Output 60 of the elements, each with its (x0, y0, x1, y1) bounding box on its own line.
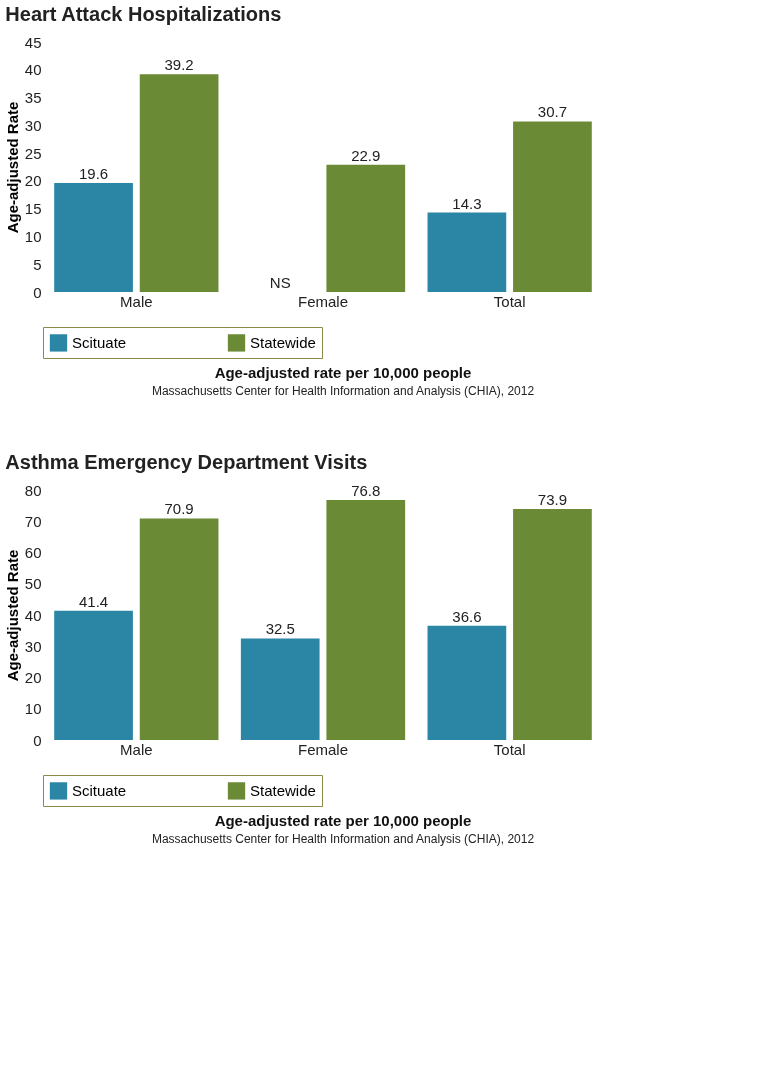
text: Age-adjusted rate per 10,000 people (214, 812, 472, 829)
x-tick-label: Male (120, 740, 153, 758)
chart-title: Heart Attack Hospitalizations (5, 3, 282, 25)
y-tick-label: 20 (24, 172, 42, 190)
x-tick-label: Male (120, 292, 153, 310)
data-label: 41.4 (78, 592, 109, 610)
bar (513, 121, 592, 292)
legend-label: Statewide (250, 333, 316, 351)
bar (139, 74, 219, 292)
text: Massachusetts Center for Health Information and Analysis (CHIA), 2012 (151, 832, 535, 846)
data-label: 19.6 (78, 165, 109, 183)
y-tick-label: 35 (24, 89, 42, 107)
y-tick-label: 30 (24, 637, 42, 655)
y-tick-label: 5 (33, 255, 42, 273)
bar (326, 500, 406, 740)
y-axis-title: Age-adjusted Rate (3, 549, 21, 682)
bar (139, 518, 219, 740)
x-tick-label: Female (297, 740, 349, 758)
y-tick-label: 40 (24, 606, 42, 624)
data-label: 73.9 (537, 491, 568, 509)
data-label: 36.6 (452, 607, 482, 625)
y-tick-label: 10 (24, 700, 42, 718)
data-label: 32.5 (265, 620, 295, 638)
text: NS (269, 274, 291, 291)
y-tick-label: 30 (24, 116, 42, 134)
bar (54, 610, 133, 740)
y-tick-label: 40 (24, 61, 42, 79)
bar (326, 164, 406, 292)
bar (240, 638, 320, 740)
bar (427, 625, 507, 740)
y-tick-label: 0 (33, 283, 42, 301)
y-tick-label: 70 (24, 512, 42, 530)
text: Age-adjusted rate per 10,000 people (214, 364, 472, 381)
legend-label: Scituate (72, 333, 127, 351)
y-tick-label: 80 (24, 481, 42, 499)
legend-label: Scituate (72, 781, 127, 799)
data-label: 14.3 (452, 194, 482, 212)
chart-title: Asthma Emergency Department Visits (5, 451, 368, 473)
y-axis-title: Age-adjusted Rate (3, 101, 21, 234)
data-label: 76.8 (351, 482, 381, 499)
data-label: 30.7 (537, 103, 568, 121)
y-tick-label: 10 (24, 227, 42, 245)
y-tick-label: 15 (24, 200, 42, 218)
y-tick-label: 45 (24, 33, 42, 51)
data-label: 39.2 (164, 56, 194, 74)
x-tick-label: Female (297, 292, 349, 310)
data-label: 22.9 (351, 146, 381, 164)
bar (427, 212, 507, 292)
bar (513, 509, 592, 740)
x-tick-label: Total (493, 740, 526, 758)
bar (54, 183, 133, 292)
text: Massachusetts Center for Health Information and Analysis (CHIA), 2012 (151, 384, 535, 398)
legend-label: Statewide (250, 781, 316, 799)
y-tick-label: 60 (24, 544, 42, 561)
y-tick-label: 50 (24, 575, 42, 593)
y-tick-label: 25 (24, 144, 42, 162)
y-tick-label: 20 (24, 669, 42, 686)
x-tick-label: Total (493, 292, 526, 310)
y-tick-label: 0 (33, 731, 42, 749)
data-label: 70.9 (164, 500, 194, 518)
